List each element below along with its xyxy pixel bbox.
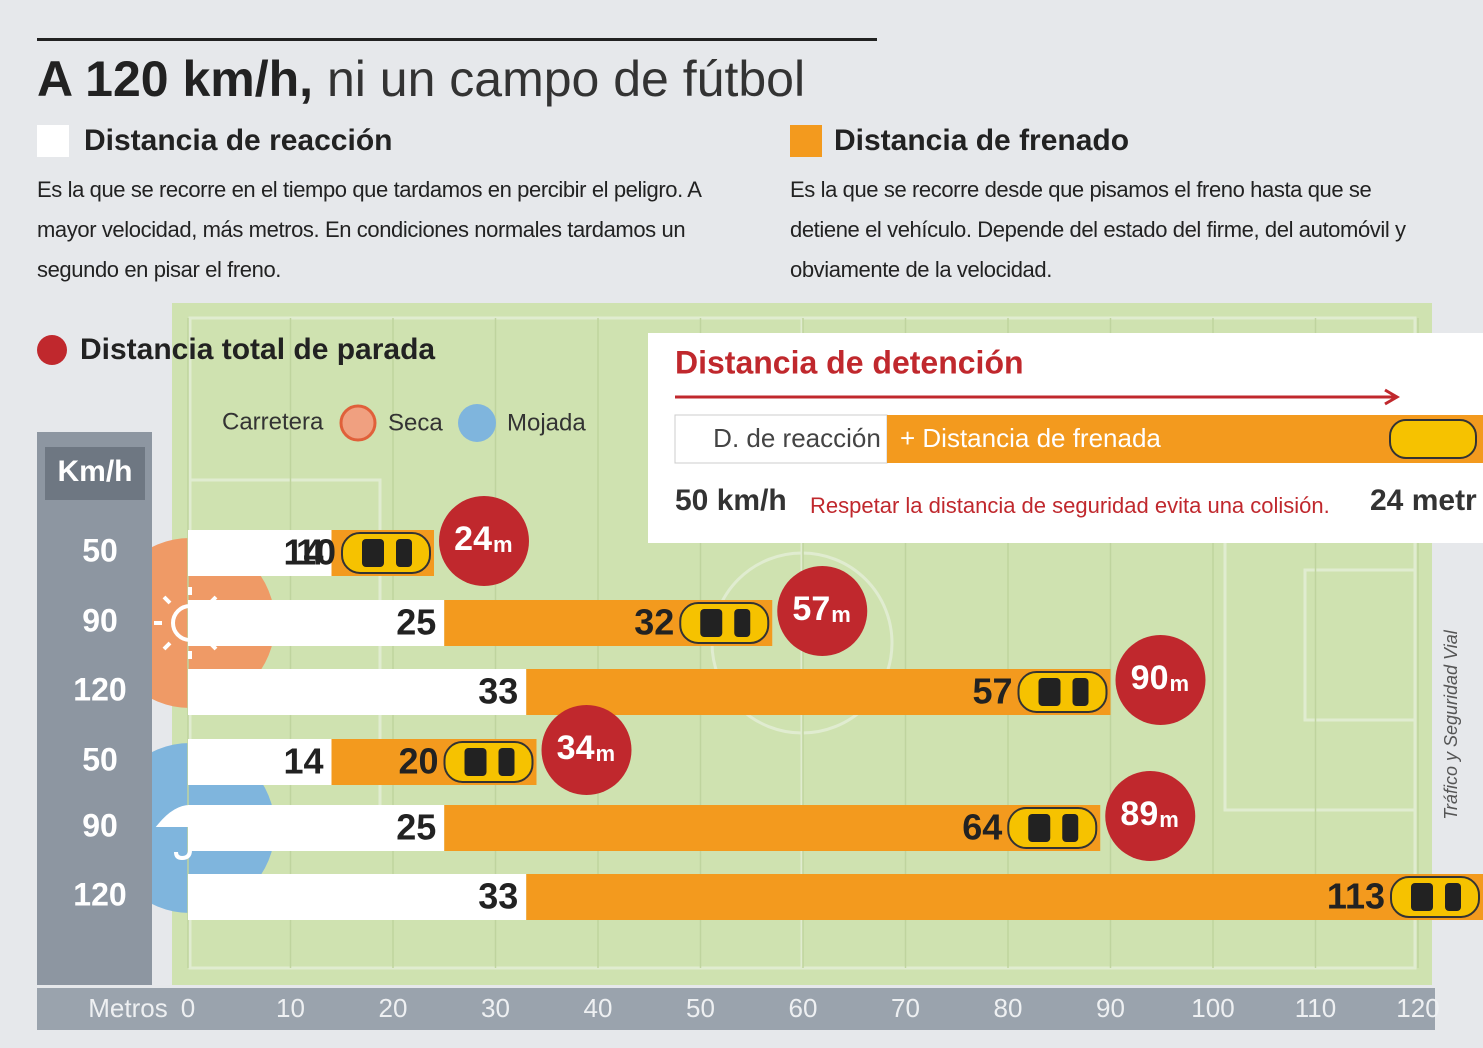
road-label: Carretera [222,408,324,435]
total-legend-dot [37,335,67,365]
car [445,742,533,782]
total-unit: m [493,532,513,557]
bar-segment [188,669,526,715]
car-window [700,609,722,637]
car-window [1028,814,1050,842]
dry-icon [341,406,375,440]
car [342,533,430,573]
car-window [499,748,515,776]
road-dry: Seca [388,409,443,436]
inset-title: Distancia de detención [675,344,1024,380]
car-window [1411,883,1433,911]
road-wet: Mojada [507,409,586,436]
car [1008,808,1096,848]
legend-swatch [790,125,822,157]
bar-segment [188,874,526,920]
car-body [1391,877,1479,917]
bar-label: 20 [398,741,438,782]
inset-braking: + Distancia de frenada [900,423,1161,453]
total-label: 57 [792,590,830,628]
inset-note: Respetar la distancia de seguridad evita… [810,493,1330,518]
x-tick-label: 10 [276,993,305,1023]
total-label: 90 [1131,659,1169,697]
car-window [1073,678,1089,706]
total-unit: m [1170,671,1190,696]
total-label: 89 [1120,795,1158,833]
x-tick-label: 30 [481,993,510,1023]
car-window [1039,678,1061,706]
bar-label: 64 [962,807,1002,848]
source: Tráfico y Seguridad Vial [1441,629,1461,819]
bar-label: 57 [972,671,1012,712]
inset: Distancia de detención D. de reacción + … [648,333,1483,543]
legend-description: Es la que se recorre en el tiempo que ta… [37,170,737,290]
x-tick-label: 90 [1096,993,1125,1023]
total-unit: m [596,741,616,766]
inset-reaction: D. de reacción [713,423,881,453]
total-label: 24 [454,520,492,558]
car [1019,672,1107,712]
y-tick-label: 120 [73,876,126,912]
car-window [1445,883,1461,911]
x-tick-label: 50 [686,993,715,1023]
total-unit: m [1159,807,1179,832]
bar-label: 33 [478,876,518,917]
x-tick-label: 20 [379,993,408,1023]
x-tick-label: 110 [1295,993,1336,1023]
car-window [1062,814,1078,842]
bar-label: 10 [296,532,336,573]
inset-speed: 50 km/h [675,484,787,517]
bar-label: 32 [634,602,674,643]
title-rule [37,38,877,41]
total-unit: m [831,602,851,627]
x-tick-label: 70 [891,993,920,1023]
y-tick-label: 90 [82,807,118,843]
bar-label: 25 [396,602,436,643]
y-tick-label: 90 [82,602,118,638]
page: 141024m253257m335790m142034m256489m33113… [0,0,1483,1048]
bar-label: 113 [1327,876,1385,917]
total-legend-label: Distancia total de parada [80,333,435,366]
car-window [362,539,384,567]
bar-label: 14 [283,741,323,782]
bar-label: 25 [396,807,436,848]
x-tick-label: 100 [1191,993,1234,1023]
y-axis-title: Km/h [58,455,133,488]
y-tick-label: 50 [82,532,118,568]
car-window [465,748,487,776]
x-tick-label: 80 [994,993,1023,1023]
x-tick-label: 40 [584,993,613,1023]
x-axis-title: Metros [88,993,167,1023]
title-light: ni un campo de fútbol [327,51,805,107]
inset-distance: 24 metr [1370,484,1477,517]
car-window [734,609,750,637]
x-tick-label: 0 [181,993,195,1023]
car [1391,877,1479,917]
car-body [1019,672,1107,712]
x-tick-label: 60 [789,993,818,1023]
car-window [396,539,412,567]
car [680,603,768,643]
car-body [1008,808,1096,848]
inset-car [1390,420,1476,458]
legend-description: Es la que se recorre desde que pisamos e… [790,170,1430,290]
legend-label: Distancia de frenado [834,124,1129,158]
legend-label: Distancia de reacción [84,124,392,158]
title: A 120 km/h, [37,51,313,107]
total-label: 34 [557,729,595,767]
y-tick-label: 50 [82,741,118,777]
title-row: A 120 km/h, ni un campo de fútbol [37,50,805,108]
x-tick-label: 120 [1396,993,1439,1023]
car-body [342,533,430,573]
car-body [680,603,768,643]
bar-label: 33 [478,671,518,712]
y-tick-label: 120 [73,671,126,707]
legend-swatch [37,125,69,157]
car-body [445,742,533,782]
wet-icon [458,404,496,442]
